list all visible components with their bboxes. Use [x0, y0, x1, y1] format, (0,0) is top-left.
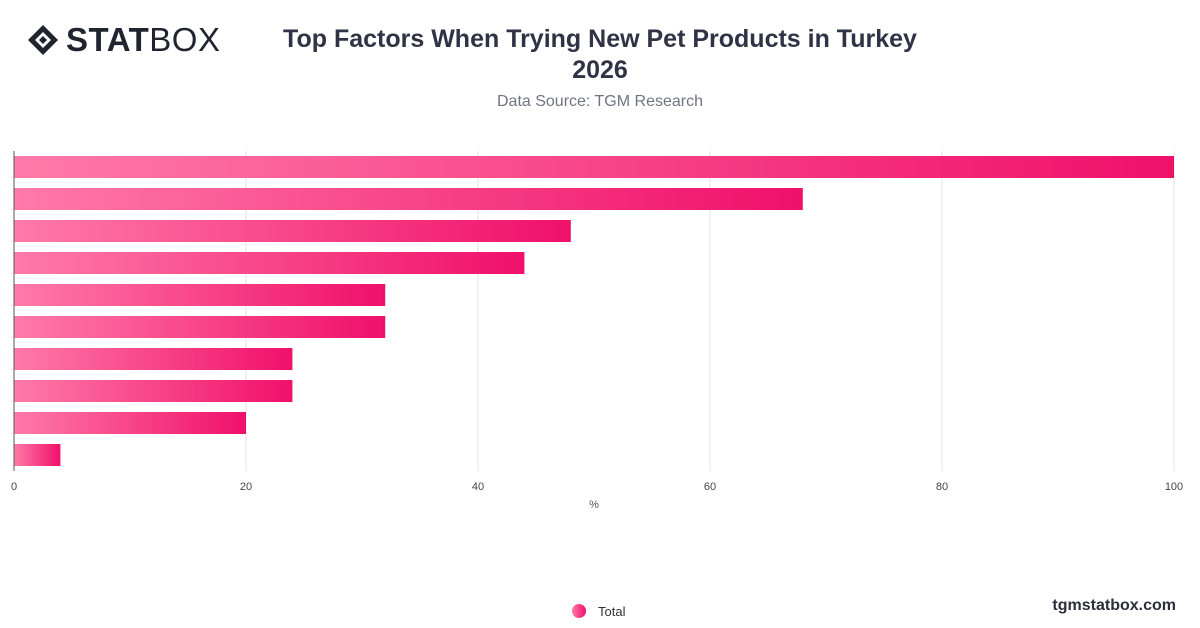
chart-title-line-2: 2026 [572, 56, 628, 84]
bar[interactable] [14, 156, 1174, 178]
statbox-logo: STATBOX [26, 22, 220, 58]
x-axis-ticks: 0 20 40 60 80 100 [11, 481, 1183, 493]
legend-marker-total [572, 604, 586, 618]
logo-wordmark: STATBOX [66, 22, 220, 58]
chart-subtitle: Data Source: TGM Research [496, 93, 703, 110]
x-tick-label: 20 [240, 481, 252, 493]
x-tick-label: 60 [704, 481, 716, 493]
footer-site-url[interactable]: tgmstatbox.com [1052, 597, 1176, 614]
x-tick-label: 40 [472, 481, 484, 493]
legend-label-total: Total [598, 603, 626, 619]
bar[interactable] [14, 220, 571, 242]
bar[interactable] [14, 188, 803, 210]
x-tick-label: 0 [11, 481, 17, 493]
chart-legend[interactable]: Total [572, 602, 625, 620]
bar[interactable] [14, 444, 61, 466]
bars-group [14, 156, 1174, 466]
bar[interactable] [14, 284, 386, 306]
logo-text-bold: STAT [66, 21, 150, 58]
bar[interactable] [14, 348, 293, 370]
chart-title: Top Factors When Trying New Pet Products… [250, 24, 950, 86]
bar[interactable] [14, 252, 525, 274]
chart-title-line-1: Top Factors When Trying New Pet Products… [283, 25, 917, 53]
bar[interactable] [14, 380, 293, 402]
bar[interactable] [14, 316, 386, 338]
x-tick-label: 80 [936, 481, 948, 493]
x-tick-label: 100 [1165, 481, 1183, 493]
logo-text-light: BOX [149, 21, 221, 58]
bar[interactable] [14, 412, 246, 434]
x-axis-label: % [589, 499, 599, 511]
diamond-logo-icon [28, 25, 58, 55]
